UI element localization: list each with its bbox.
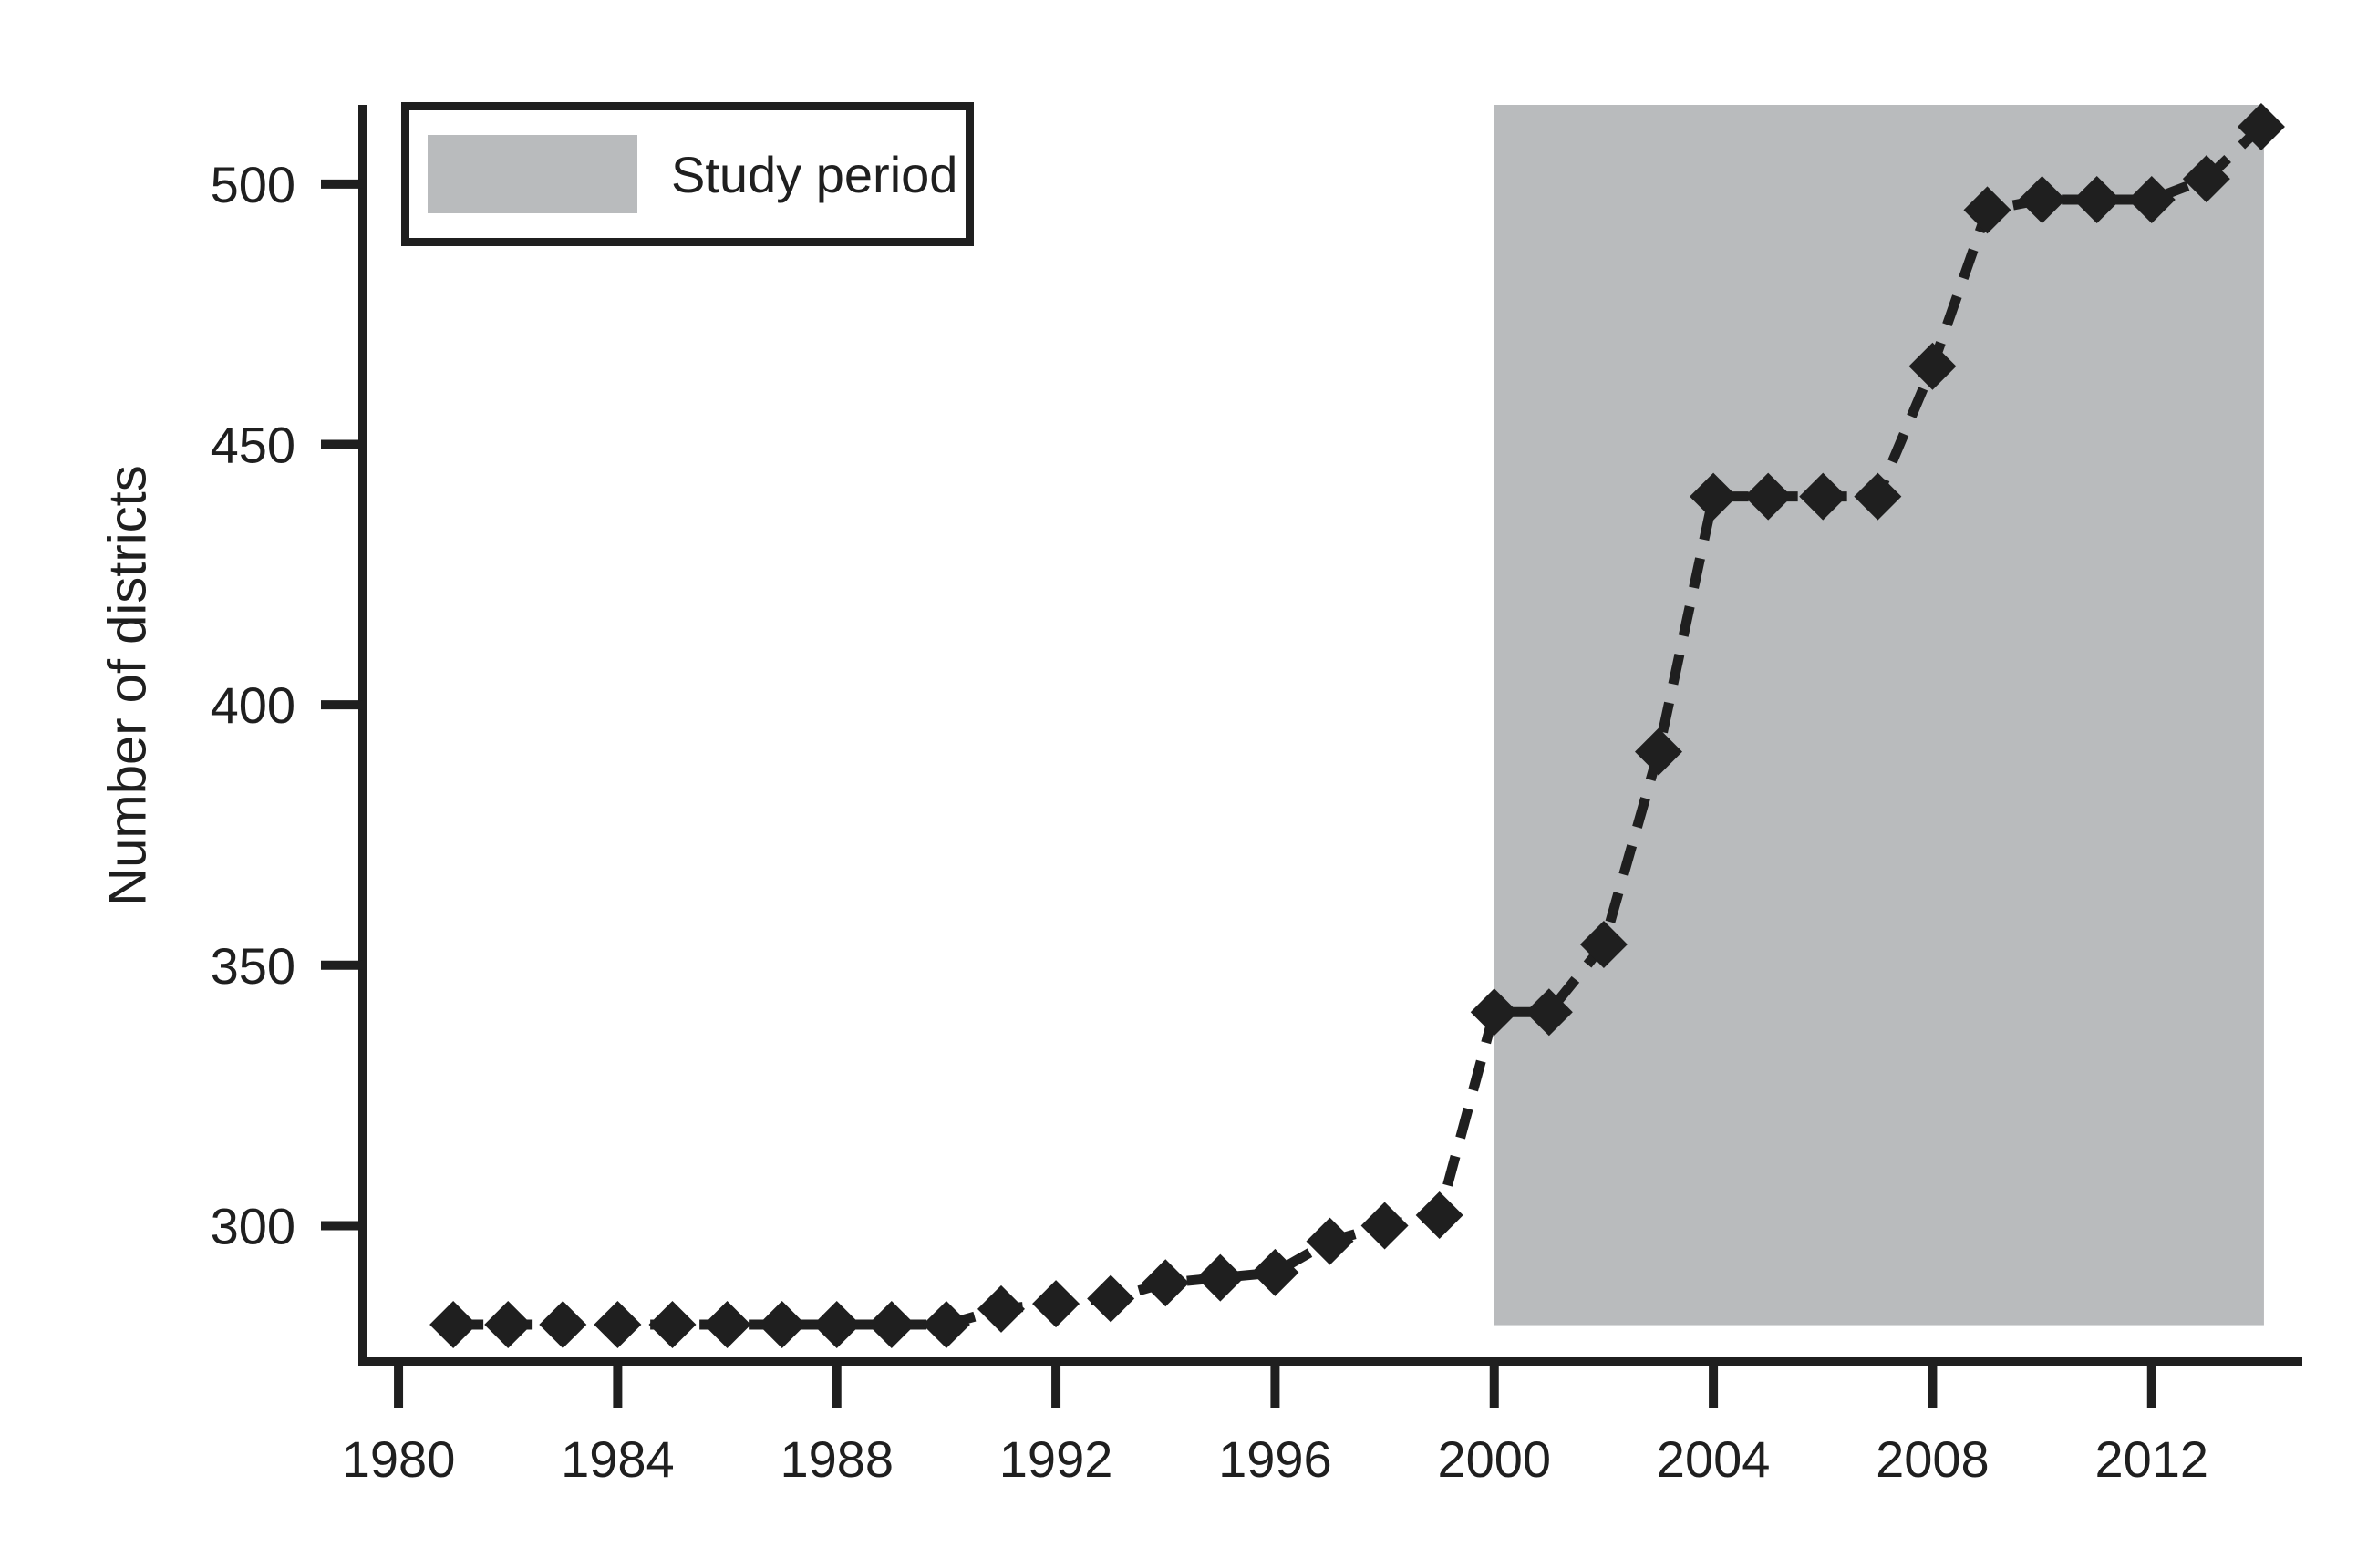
data-point-marker bbox=[429, 1301, 478, 1349]
data-point-marker bbox=[1579, 920, 1628, 968]
data-point-marker bbox=[703, 1301, 751, 1349]
data-point-marker bbox=[922, 1301, 970, 1349]
data-point-marker bbox=[1963, 186, 2011, 234]
data-point-marker bbox=[1908, 342, 1957, 390]
x-tick-label: 2000 bbox=[1437, 1430, 1551, 1488]
data-point-marker bbox=[1142, 1259, 1190, 1307]
data-point-marker bbox=[2018, 175, 2066, 223]
data-point-marker bbox=[484, 1301, 532, 1349]
x-tick-label: 1992 bbox=[999, 1430, 1113, 1488]
data-point-marker bbox=[1470, 988, 1518, 1037]
legend: Study period bbox=[401, 102, 974, 246]
x-tick-label: 1980 bbox=[342, 1430, 456, 1488]
data-point-marker bbox=[1635, 727, 1683, 776]
data-point-marker bbox=[1744, 472, 1793, 521]
data-point-marker bbox=[2182, 155, 2230, 203]
data-point-marker bbox=[812, 1301, 861, 1349]
data-point-marker bbox=[1525, 988, 1573, 1037]
x-tick-label: 2012 bbox=[2094, 1430, 2208, 1488]
data-point-marker bbox=[977, 1284, 1025, 1333]
data-point-marker bbox=[539, 1301, 587, 1349]
x-tick-label: 1988 bbox=[780, 1430, 894, 1488]
y-axis-title: Number of districts bbox=[98, 465, 158, 906]
data-point-marker bbox=[1196, 1253, 1245, 1302]
y-tick-label: 300 bbox=[211, 1197, 295, 1254]
data-point-marker bbox=[1306, 1217, 1354, 1265]
data-point-marker bbox=[648, 1301, 697, 1349]
data-point-marker bbox=[758, 1301, 806, 1349]
data-point-marker bbox=[2073, 175, 2121, 223]
data-point-marker bbox=[594, 1301, 642, 1349]
data-point-marker bbox=[1415, 1191, 1463, 1240]
data-point-marker bbox=[1854, 472, 1902, 521]
legend-label: Study period bbox=[671, 145, 958, 203]
data-point-marker bbox=[1360, 1202, 1409, 1250]
series-line bbox=[453, 123, 2265, 1330]
x-tick-label: 1996 bbox=[1218, 1430, 1332, 1488]
x-tick-label: 2004 bbox=[1657, 1430, 1771, 1488]
data-point-marker bbox=[2127, 175, 2176, 223]
data-point-marker bbox=[1032, 1280, 1080, 1328]
x-tick-label: 1984 bbox=[561, 1430, 675, 1488]
y-tick-label: 400 bbox=[211, 676, 295, 734]
data-point-marker bbox=[1251, 1248, 1299, 1296]
legend-swatch-study-period bbox=[428, 135, 637, 213]
x-tick-label: 2008 bbox=[1876, 1430, 1990, 1488]
data-point-marker bbox=[1799, 472, 1847, 521]
data-point-marker bbox=[867, 1301, 915, 1349]
y-tick-label: 450 bbox=[211, 416, 295, 473]
data-point-marker bbox=[2237, 102, 2285, 150]
data-point-marker bbox=[1690, 472, 1738, 521]
data-point-marker bbox=[1087, 1274, 1135, 1323]
y-tick-label: 350 bbox=[211, 937, 295, 995]
y-tick-label: 500 bbox=[211, 156, 295, 213]
study-period-region bbox=[1494, 105, 2264, 1326]
